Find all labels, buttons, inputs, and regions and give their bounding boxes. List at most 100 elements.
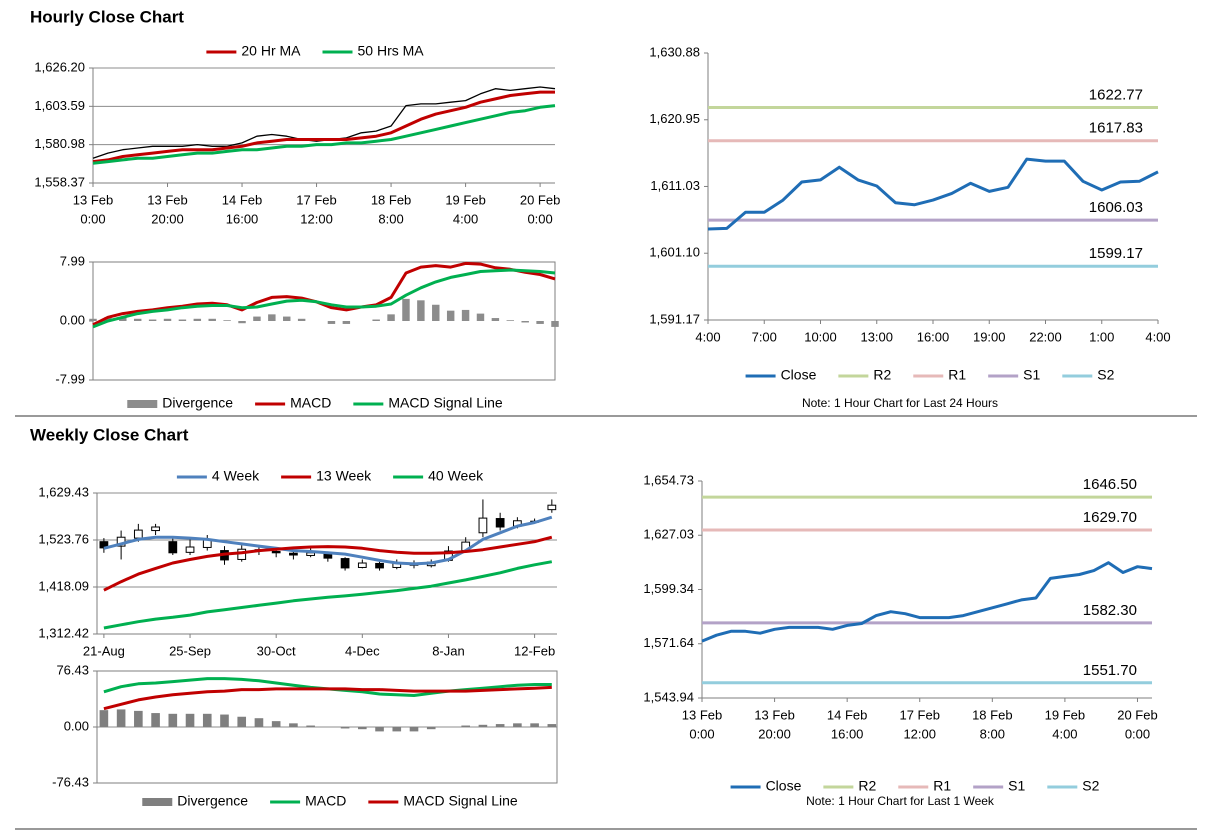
y-tick-label: 1,523.76	[38, 531, 89, 546]
y-tick-label: 1,654.73	[643, 472, 694, 487]
x-tick-label: 0:00	[689, 726, 714, 741]
bar	[506, 320, 515, 321]
x-tick-label: 4-Dec	[345, 643, 380, 658]
x-tick-label: 16:00	[917, 329, 950, 344]
candle-body	[478, 517, 488, 534]
line	[92, 86, 556, 159]
legend-label: R2	[873, 367, 891, 383]
legend-label: Divergence	[162, 395, 233, 411]
bar	[99, 710, 109, 727]
x-tick-label: 8:00	[980, 726, 1005, 741]
x-tick-label: 12:00	[903, 726, 936, 741]
bar	[148, 319, 157, 321]
legend: 20 Hr MA 50 Hrs MA	[206, 43, 424, 59]
bar	[168, 713, 178, 727]
bar	[253, 316, 261, 321]
bar	[426, 727, 436, 730]
x-tick-label: 16:00	[226, 211, 259, 226]
bar	[289, 723, 298, 727]
x-tick-label: 19:00	[973, 329, 1006, 344]
x-tick-label: 8:00	[378, 211, 403, 226]
y-tick-label: 0.00	[60, 312, 85, 327]
x-tick-label: 4:00	[1145, 329, 1170, 344]
x-tick-label: 12:00	[300, 211, 333, 226]
bar	[237, 716, 247, 727]
y-tick-label: 1,599.34	[643, 581, 694, 596]
x-tick-label: 4:00	[1052, 726, 1077, 741]
y-tick-label: 1,603.59	[34, 98, 85, 113]
bar	[513, 723, 522, 727]
line	[103, 685, 552, 711]
candle-body	[375, 562, 384, 569]
bar	[202, 713, 212, 727]
bar	[271, 721, 281, 727]
legend-label: R1	[948, 367, 966, 383]
legend-label: MACD Signal Line	[388, 395, 503, 411]
y-tick-label: 1,543.94	[643, 689, 694, 704]
section-title: Weekly Close Chart	[30, 425, 189, 444]
legend-label: Close	[781, 367, 817, 383]
x-tick-label: 30-Oct	[257, 643, 296, 658]
x-tick-label: 21-Aug	[83, 643, 125, 658]
section-title: Hourly Close Chart	[30, 7, 184, 26]
bar	[151, 713, 160, 727]
y-tick-label: 1,611.03	[650, 178, 700, 193]
bar	[521, 321, 529, 323]
bar	[116, 709, 126, 727]
x-tick-label: 10:00	[804, 329, 837, 344]
legend-label: Close	[766, 778, 802, 794]
x-tick-label: 18 Feb	[972, 707, 1012, 722]
candle-body	[547, 504, 557, 511]
legend-label: S1	[1008, 778, 1025, 794]
candle-body	[168, 541, 178, 554]
legend-label: 13 Week	[316, 468, 372, 484]
level-label: 1629.70	[1083, 509, 1137, 526]
bar	[530, 723, 539, 727]
x-tick-label: 0:00	[1125, 726, 1150, 741]
x-tick-label: 13 Feb	[682, 707, 722, 722]
y-tick-label: -76.43	[52, 774, 89, 789]
bar	[133, 318, 142, 321]
bar	[536, 321, 544, 324]
bar	[495, 724, 505, 727]
level-label: 1582.30	[1083, 602, 1137, 619]
bar	[185, 713, 195, 727]
x-tick-label: 13:00	[860, 329, 893, 344]
x-tick-label: 8-Jan	[432, 643, 465, 658]
x-tick-label: 17 Feb	[296, 192, 336, 207]
legend-swatch	[142, 798, 173, 806]
level-label: 1622.77	[1089, 86, 1143, 103]
bar	[491, 318, 500, 321]
bar	[163, 318, 172, 321]
candle-body	[185, 546, 195, 553]
y-tick-label: 0.00	[64, 718, 89, 733]
y-tick-label: -7.99	[55, 371, 85, 386]
legend-swatch	[127, 400, 158, 408]
y-tick-label: 1,558.37	[34, 174, 85, 189]
y-tick-label: 1,418.09	[38, 578, 89, 593]
bar	[417, 300, 425, 321]
legend: Close R2 R1 S1 S2	[730, 778, 1100, 794]
candle-body	[289, 552, 298, 556]
x-tick-label: 22:00	[1029, 329, 1062, 344]
y-tick-label: 1,630.88	[649, 44, 700, 59]
legend-label: MACD	[305, 793, 346, 809]
bar	[254, 718, 264, 727]
y-tick-label: 1,312.42	[38, 625, 89, 640]
legend-label: S1	[1023, 367, 1040, 383]
legend: Divergence MACD MACD Signal Line	[142, 793, 518, 809]
candle-body	[357, 562, 367, 568]
line	[103, 560, 553, 630]
x-tick-label: 4:00	[453, 211, 478, 226]
y-tick-label: 1,629.43	[38, 484, 89, 499]
bar	[104, 317, 112, 321]
candle-body	[340, 558, 350, 569]
bar	[238, 321, 246, 324]
bar	[119, 317, 127, 321]
bar	[223, 320, 231, 321]
legend-label: 4 Week	[212, 468, 260, 484]
level-label: 1551.70	[1083, 662, 1137, 679]
legend-label: MACD	[290, 395, 331, 411]
x-tick-label: 13 Feb	[754, 707, 794, 722]
